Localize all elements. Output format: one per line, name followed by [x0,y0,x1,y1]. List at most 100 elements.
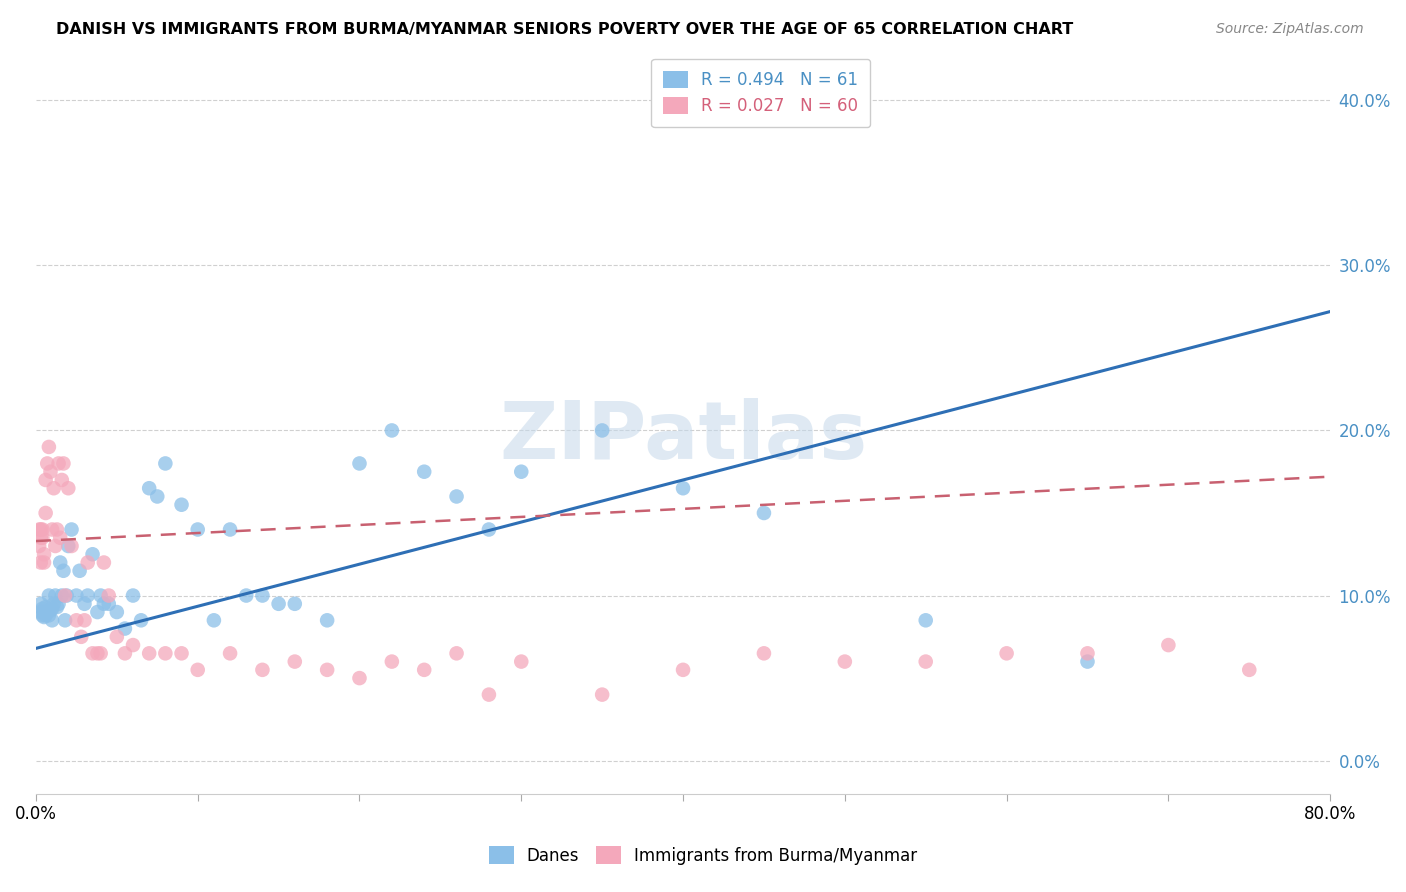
Point [90,646,112,660]
Point [97,597,120,611]
Point [349,457,371,471]
Point [252,663,274,677]
Point [51,589,73,603]
Text: ZIPatlas: ZIPatlas [499,398,868,476]
Point [995,646,1018,660]
Point [39,465,62,479]
Point [146,490,169,504]
Point [42,597,65,611]
Point [30,531,52,545]
Point [30,523,52,537]
Point [42,481,65,495]
Point [39,603,62,617]
Point [41,523,63,537]
Point [32,547,55,561]
Point [41,613,63,627]
Point [52,457,75,471]
Point [51,473,73,487]
Point [413,465,436,479]
Point [32,610,55,624]
Point [1157,638,1180,652]
Point [138,481,160,495]
Point [114,622,136,636]
Point [30,605,52,619]
Point [187,663,209,677]
Point [114,646,136,660]
Point [48,597,70,611]
Text: Source: ZipAtlas.com: Source: ZipAtlas.com [1216,22,1364,37]
Point [914,655,936,669]
Point [129,613,152,627]
Point [38,589,60,603]
Point [267,597,290,611]
Point [46,523,69,537]
Point [349,671,371,685]
Point [60,523,83,537]
Point [235,589,257,603]
Point [155,457,177,471]
Text: DANISH VS IMMIGRANTS FROM BURMA/MYANMAR SENIORS POVERTY OVER THE AGE OF 65 CORRE: DANISH VS IMMIGRANTS FROM BURMA/MYANMAR … [56,22,1074,37]
Point [82,547,104,561]
Point [38,440,60,454]
Point [510,465,533,479]
Point [478,688,501,702]
Point [284,597,307,611]
Point [31,531,53,545]
Point [48,457,70,471]
Point [31,523,53,537]
Point [284,655,307,669]
Point [49,556,72,570]
Point [82,646,104,660]
Point [672,481,695,495]
Point [591,424,613,438]
Point [53,613,76,627]
Point [34,506,56,520]
Point [591,688,613,702]
Point [41,601,63,615]
Point [52,564,75,578]
Point [86,605,108,619]
Point [97,589,120,603]
Point [834,655,856,669]
Point [30,556,52,570]
Point [49,531,72,545]
Point [672,663,695,677]
Point [170,646,193,660]
Point [510,655,533,669]
Legend: R = 0.494   N = 61, R = 0.027   N = 60: R = 0.494 N = 61, R = 0.027 N = 60 [651,59,870,127]
Point [58,539,80,553]
Point [58,481,80,495]
Point [30,597,52,611]
Point [69,564,91,578]
Point [93,556,115,570]
Point [155,646,177,660]
Point [1076,655,1098,669]
Point [31,601,53,615]
Point [46,600,69,615]
Point [53,589,76,603]
Point [76,589,98,603]
Point [316,663,339,677]
Point [316,613,339,627]
Point [1239,663,1261,677]
Point [93,597,115,611]
Point [60,539,83,553]
Point [381,424,404,438]
Point [187,523,209,537]
Point [138,646,160,660]
Point [413,663,436,677]
Point [252,589,274,603]
Point [44,589,66,603]
Point [752,646,775,660]
Point [446,646,468,660]
Point [32,605,55,619]
Point [381,655,404,669]
Point [202,613,225,627]
Point [90,589,112,603]
Point [55,589,77,603]
Point [752,506,775,520]
Point [446,490,468,504]
Point [219,523,242,537]
Point [65,589,87,603]
Point [86,646,108,660]
